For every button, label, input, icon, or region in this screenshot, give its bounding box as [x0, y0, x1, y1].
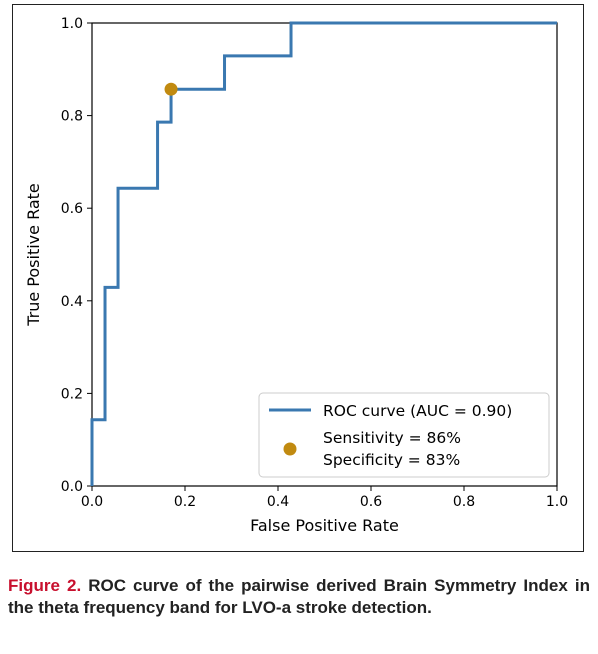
plot-area: 0.0 0.2 0.4 0.6 0.8 1.0 0.0 0.2 0.4 0.6 0.8 1.0 Fals… [24, 16, 568, 535]
chart-marks [90, 21, 557, 486]
y-tick-label: 0.0 [61, 479, 83, 495]
x-tick-label: 0.4 [267, 494, 289, 510]
x-axis-label: False Positive Rate [250, 516, 399, 535]
roc-chart: 0.0 0.2 0.4 0.6 0.8 1.0 0.0 0.2 0.4 0.6 0.8 1.0 Fals… [24, 16, 568, 535]
y-tick-label: 1.0 [61, 16, 83, 32]
y-tick-label: 0.2 [61, 386, 83, 402]
x-tick-label: 1.0 [546, 494, 568, 510]
figure-caption: Figure 2. ROC curve of the pairwise deri… [8, 575, 590, 618]
y-axis-label: True Positive Rate [24, 183, 43, 327]
x-tick-label: 0.8 [453, 494, 475, 510]
legend-point-label: Sensitivity = 86% [323, 429, 461, 447]
x-tick-label: 0.2 [174, 494, 196, 510]
caption-label: Figure 2. [8, 576, 82, 595]
caption-text: ROC curve of the pairwise derived Brain … [8, 576, 590, 617]
y-tick-label: 0.6 [61, 201, 83, 217]
figure-frame: 0.0 0.2 0.4 0.6 0.8 1.0 0.0 0.2 0.4 0.6 0.8 1.0 Fals… [12, 4, 584, 552]
legend-series-label: ROC curve (AUC = 0.90) [323, 402, 512, 420]
legend: ROC curve (AUC = 0.90) Sensitivity = 86% S… [258, 392, 550, 478]
y-tick-label: 0.4 [61, 294, 83, 310]
x-tick-label: 0.0 [81, 494, 103, 510]
legend-point-label: Specificity = 83% [323, 451, 460, 469]
y-tick-label: 0.8 [61, 109, 83, 125]
legend-box [258, 392, 550, 478]
operating-point [164, 82, 178, 96]
roc-curve-line [90, 21, 557, 486]
x-tick-label: 0.6 [360, 494, 382, 510]
legend-point-swatch [283, 442, 297, 456]
